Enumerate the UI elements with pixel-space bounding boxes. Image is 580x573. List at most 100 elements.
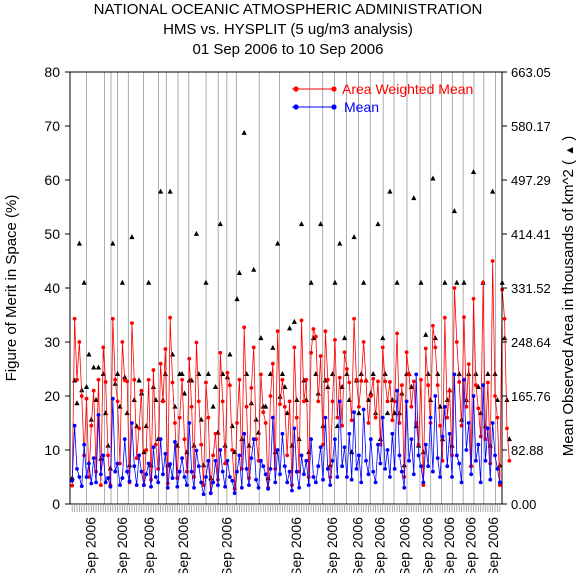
mean-point-47 <box>182 475 187 479</box>
area-weighted-mean-point-111 <box>335 415 340 420</box>
mean-point-118 <box>352 410 356 415</box>
area-marker-132 <box>384 410 391 416</box>
mean-point-110 <box>333 437 337 442</box>
mean-point-21 <box>120 476 125 480</box>
mean-point-143 <box>411 472 416 477</box>
x-tick-label-12: Sep 2006 <box>463 517 479 573</box>
mean-point-57 <box>206 458 211 463</box>
area-weighted-mean-point-81 <box>263 421 268 425</box>
mean-point-20 <box>118 483 122 487</box>
area-weighted-mean-point-64 <box>223 461 227 466</box>
mean-point-106 <box>323 415 328 420</box>
mean-point-172 <box>481 383 485 388</box>
x-tick-label-1: Sep 2006 <box>114 517 130 573</box>
mean-point-62 <box>218 448 223 452</box>
mean-point-53 <box>196 464 201 469</box>
area-weighted-mean-point-60 <box>213 431 218 436</box>
chart-title-line-2: HMS vs. HYSPLIT (5 ug/m3 analysis) <box>163 21 413 38</box>
mean-point-160 <box>452 372 457 377</box>
area-weighted-mean-point-96 <box>299 318 304 323</box>
area-marker-46 <box>179 370 185 376</box>
legend-marker-mean-end <box>331 104 337 110</box>
area-marker-151 <box>430 175 436 181</box>
mean-point-88 <box>280 431 285 436</box>
mean-point-105 <box>321 477 325 482</box>
mean-point-163 <box>459 480 464 485</box>
area-weighted-mean-point-86 <box>275 329 280 334</box>
area-marker-128 <box>375 221 381 227</box>
area-marker-178 <box>494 397 501 403</box>
area-weighted-mean-point-25 <box>130 321 134 325</box>
mean-point-82 <box>266 486 270 491</box>
mean-point-133 <box>388 475 392 479</box>
y-axis-right-label-close: ) <box>560 136 577 141</box>
area-weighted-mean-point-12 <box>98 483 103 487</box>
mean-point-140 <box>404 399 409 404</box>
area-weighted-mean-point-174 <box>485 380 490 385</box>
mean-point-33 <box>149 484 153 489</box>
area-marker-149 <box>425 370 431 376</box>
x-axis: Sep 2006 Sep 2006 Sep 2006 Sep 2006 Sep 2006… <box>71 504 501 573</box>
area-weighted-mean-point-89 <box>282 404 287 409</box>
mean-point-59 <box>211 480 216 485</box>
area-marker-3 <box>76 240 82 246</box>
area-marker-160 <box>451 208 458 214</box>
period-divider-layer <box>86 72 496 504</box>
area-marker-133 <box>387 188 393 194</box>
mean-point-171 <box>478 480 483 485</box>
area-weighted-mean-point-114 <box>342 350 347 355</box>
mean-point-19 <box>115 461 120 466</box>
mean-point-132 <box>385 448 390 452</box>
area-marker-26 <box>131 397 137 403</box>
area-marker-164 <box>461 279 467 285</box>
area-weighted-mean-point-11 <box>96 377 101 382</box>
legend-marker-area-weighted-mean-end <box>331 86 337 92</box>
area-weighted-mean-point-169 <box>474 383 478 388</box>
area-weighted-mean-point-166 <box>466 362 471 367</box>
area-marker-9 <box>91 364 97 370</box>
mean-point-123 <box>364 458 368 463</box>
area-weighted-mean-point-172 <box>481 280 485 285</box>
area-weighted-mean-point-151 <box>431 323 435 328</box>
area-weighted-mean-point-128 <box>376 379 380 384</box>
left-tick-label-2: 20 <box>44 388 60 404</box>
area-weighted-mean-point-56 <box>204 380 208 385</box>
area-weighted-mean-point-143 <box>411 379 416 384</box>
mean-point-10 <box>94 480 98 485</box>
area-marker-153 <box>435 370 441 376</box>
mean-point-129 <box>378 461 383 466</box>
area-weighted-mean-point-41 <box>168 315 173 320</box>
area-marker-31 <box>143 423 149 429</box>
right-tick-label-2: 165.76 <box>511 389 551 404</box>
mean-point-144 <box>414 372 419 377</box>
area-weighted-mean-point-37 <box>158 361 163 366</box>
mean-point-2 <box>75 467 79 471</box>
mean-point-176 <box>490 421 495 425</box>
mean-point-73 <box>244 467 249 471</box>
chart-title-line-3: 01 Sep 2006 to 10 Sep 2006 <box>192 41 383 58</box>
area-marker-130 <box>380 335 386 341</box>
mean-point-12 <box>98 472 103 477</box>
x-tick-label-8: Sep 2006 <box>372 517 388 573</box>
area-marker-84 <box>270 344 276 350</box>
area-weighted-mean-point-38 <box>161 399 165 404</box>
mean-point-153 <box>435 456 440 460</box>
left-axis: 0 10 20 30 40 50 60 70 80 <box>44 64 70 512</box>
mean-point-36 <box>156 480 161 485</box>
left-tick-label-4: 40 <box>44 280 60 296</box>
mean-point-127 <box>373 480 378 485</box>
y-axis-right-label: Mean Observed Area in thousands of km^2 … <box>560 136 577 457</box>
area-marker-125 <box>368 390 374 396</box>
mean-point-3 <box>77 475 82 479</box>
area-weighted-mean-point-0 <box>70 483 75 488</box>
area-marker-93 <box>291 318 297 324</box>
mean-point-95 <box>297 485 302 490</box>
area-weighted-mean-point-4 <box>79 394 84 398</box>
legend: Area Weighted Mean Mean <box>292 81 473 115</box>
area-weighted-mean-point-183 <box>507 458 512 463</box>
mean-point-151 <box>431 469 435 474</box>
mean-point-113 <box>340 464 345 469</box>
mean-point-14 <box>103 480 108 485</box>
y-axis-right-label-open: ( <box>560 160 577 165</box>
mean-point-4 <box>79 484 84 489</box>
